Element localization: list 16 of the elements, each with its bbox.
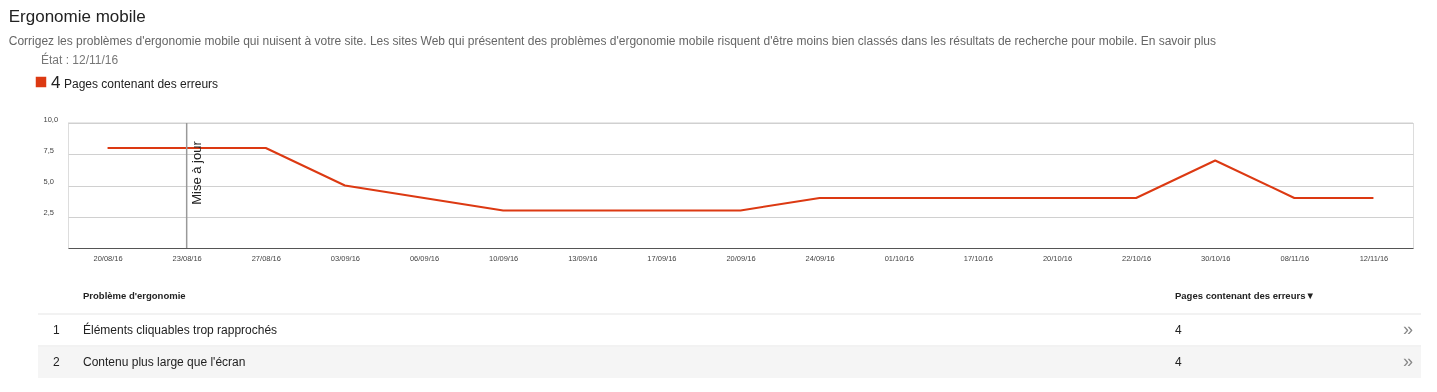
text: 4 — [1175, 355, 1182, 369]
text: » — [1402, 319, 1414, 339]
legend-label: Pages contenant des erreurs — [64, 77, 219, 91]
text: 4 — [1175, 323, 1182, 337]
text: Éléments cliquables trop rapprochés — [83, 322, 278, 337]
chart-subtitle: Corrigez les problèmes d'ergonomie mobile qui nuisent à votre site. Les sites Web qui présentent des problèmes d'ergonomie mobile risquent d'être moins bien classés dans les résultats de recherche pour mobile. En savoir plus — [8, 34, 1217, 48]
ref-line-label: Mise à jour — [188, 140, 204, 205]
text: Problème d'ergonomie — [83, 290, 186, 301]
text: Contenu plus large que l'écran — [83, 355, 246, 369]
text: État : 12/11/16 — [41, 52, 119, 67]
text: 2 — [53, 355, 60, 369]
text: » — [1402, 351, 1414, 371]
chart-title: Ergonomie mobile — [8, 7, 146, 26]
text: Pages contenant des erreurs▼ — [1175, 290, 1315, 301]
text: 4 — [51, 73, 61, 92]
text: 1 — [53, 323, 60, 337]
